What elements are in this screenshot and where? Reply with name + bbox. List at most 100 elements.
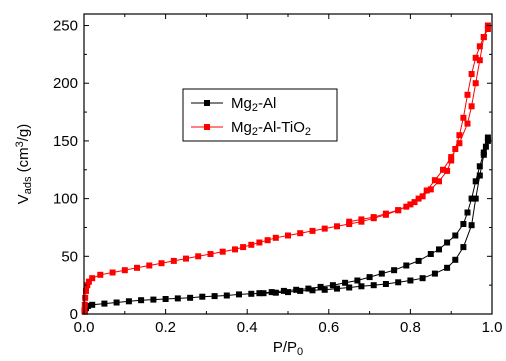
legend-label-1: Mg2-Al-TiO2 — [231, 119, 311, 138]
series-1-adsorption-point — [309, 227, 316, 234]
series-0-adsorption-point — [236, 291, 242, 298]
series-1 — [81, 22, 491, 314]
series-1-adsorption-point — [84, 282, 91, 289]
plot-area — [81, 22, 491, 315]
series-0-adsorption-point — [199, 293, 206, 300]
series-0-desorption-point — [464, 209, 471, 216]
series-0-adsorption-point — [476, 172, 483, 179]
series-0-desorption-point — [484, 134, 491, 141]
series-0-adsorption-point — [85, 302, 92, 309]
series-0-desorption-point — [444, 239, 451, 246]
x-tick-label: 1.0 — [482, 319, 503, 336]
series-0-adsorption-point — [150, 296, 157, 303]
series-1-adsorption-point — [85, 278, 92, 285]
series-1-desorption-point — [346, 218, 353, 225]
legend: Mg2-Al Mg2-Al-TiO2 — [182, 88, 338, 142]
legend-marker-1 — [204, 124, 210, 130]
series-0-adsorption-point — [431, 270, 438, 277]
series-1-adsorption-point — [146, 262, 153, 269]
series-0-desorption-point — [460, 221, 467, 227]
series-0-desorption-point — [317, 283, 324, 290]
series-1-desorption-point — [444, 167, 451, 174]
series-1-desorption-point — [411, 199, 418, 206]
series-0-adsorption-point — [113, 299, 120, 306]
series-1-adsorption-point — [248, 241, 255, 248]
y-axis-title: Vads (cm3/g) — [14, 124, 34, 205]
series-1-desorption-point — [476, 43, 483, 50]
series-1-adsorption-point — [285, 232, 291, 239]
series-1-desorption-point — [480, 34, 487, 41]
series-0-adsorption-point — [321, 286, 328, 293]
plot-frame — [83, 13, 493, 315]
x-axis-title: P/P0 — [273, 339, 303, 358]
series-1-desorption-point — [464, 91, 471, 98]
series-0-desorption-point — [378, 270, 385, 277]
series-1-adsorption-point — [468, 103, 475, 110]
series-1-adsorption-point — [431, 177, 438, 184]
series-1-adsorption-point — [472, 80, 479, 87]
series-1-desorption-point — [395, 207, 402, 214]
series-0-desorption-point — [366, 274, 373, 281]
series-1-adsorption-line — [83, 25, 489, 311]
series-1-adsorption-point — [134, 264, 140, 271]
series-0-adsorption-point — [285, 289, 291, 296]
series-0-adsorption-point — [358, 283, 365, 290]
legend-label-0: Mg2-Al — [231, 95, 276, 114]
series-0-adsorption-point — [395, 279, 402, 286]
series-1-adsorption-point — [207, 251, 214, 257]
series-0-adsorption-point — [138, 297, 145, 304]
series-0-adsorption-point — [272, 289, 279, 296]
series-1-adsorption-point — [82, 294, 89, 301]
series-1-adsorption-point — [476, 57, 483, 64]
y-tick-label: 50 — [61, 248, 78, 265]
series-0-desorption-point — [305, 285, 312, 292]
series-0-desorption-point — [468, 195, 475, 202]
series-0-adsorption-point — [346, 284, 353, 291]
x-tick-label: 0.6 — [318, 319, 339, 336]
series-1-adsorption-point — [264, 237, 271, 244]
series-0-adsorption-point — [382, 281, 389, 287]
series-0-adsorption-point — [211, 293, 218, 300]
series-1-adsorption-point — [158, 260, 165, 267]
series-1-adsorption-point — [170, 257, 177, 264]
series-1-adsorption-point — [183, 255, 189, 262]
series-1-desorption-point — [427, 186, 434, 193]
series-1-adsorption-point — [423, 187, 430, 194]
series-1-adsorption-point — [81, 301, 88, 308]
series-1-adsorption-point — [240, 244, 247, 251]
series-1-desorption-point — [436, 178, 442, 185]
series-1-adsorption-point — [83, 287, 89, 294]
series-0-desorption-point — [256, 290, 263, 297]
series-1-desorption-point — [484, 26, 491, 32]
series-0-desorption-point — [472, 178, 479, 185]
series-0-adsorption-point — [187, 294, 194, 301]
series-0-desorption-point — [329, 282, 336, 289]
series-1-adsorption-point — [321, 225, 328, 232]
series-1-desorption-point — [456, 132, 463, 139]
series-1-desorption-point — [370, 214, 377, 221]
series-1-adsorption-point — [256, 239, 263, 246]
series-0-desorption-point — [436, 246, 442, 253]
series-1-adsorption-point — [97, 271, 104, 278]
series-1-adsorption-point — [448, 154, 455, 161]
series-1-adsorption-point — [334, 223, 340, 230]
series-1-desorption-point — [448, 157, 455, 164]
series-0-adsorption-point — [174, 295, 181, 302]
series-1-adsorption-point — [121, 267, 128, 274]
series-0-desorption-point — [293, 286, 300, 293]
axes: 0.0 0.2 0.4 0.6 0.8 1.0 0 50 100 150 200 250 P/P0 Vad… — [14, 13, 503, 358]
series-0-adsorption-point — [248, 290, 255, 297]
series-0-adsorption-point — [460, 244, 467, 251]
x-tick-label: 0.2 — [155, 319, 176, 336]
series-0-adsorption-line — [84, 140, 489, 312]
series-0-adsorption-point — [407, 277, 414, 284]
series-1-desorption-point — [452, 146, 459, 152]
series-1-adsorption-point — [440, 166, 446, 173]
series-1-adsorption-point — [195, 253, 202, 260]
x-tick-label: 0.0 — [74, 319, 95, 336]
series-0-desorption-point — [391, 267, 398, 274]
series-0-adsorption-point — [334, 285, 340, 292]
series-0-desorption-point — [415, 257, 422, 264]
series-0-desorption-point — [427, 251, 434, 257]
series-0-adsorption-point — [125, 298, 132, 305]
